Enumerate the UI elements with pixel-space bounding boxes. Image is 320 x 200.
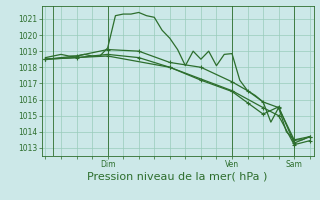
- X-axis label: Pression niveau de la mer( hPa ): Pression niveau de la mer( hPa ): [87, 172, 268, 182]
